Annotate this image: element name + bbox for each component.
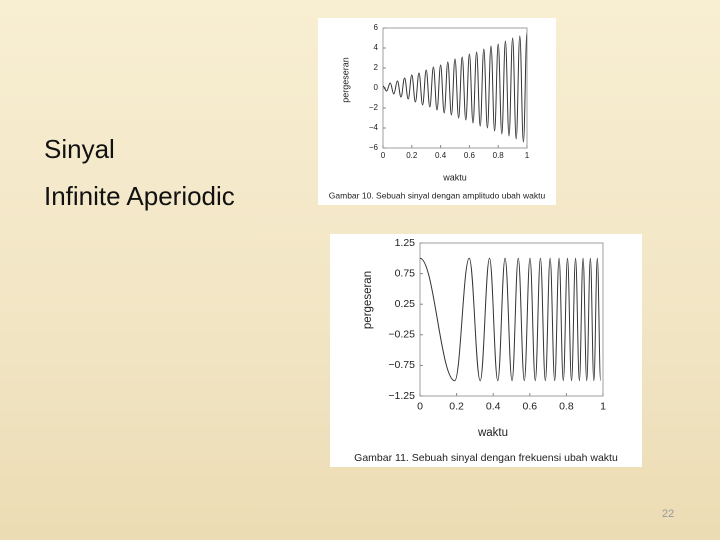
x-tick-label: 0.2 [449,400,464,412]
y-tick-label: −2 [369,103,379,112]
plot-frame [419,242,604,397]
x-tick-label: 0 [417,400,423,412]
y-tick-label: 0 [374,83,379,92]
y-tick-label: −6 [369,143,379,152]
x-tick-label: 0.4 [486,400,501,412]
y-tick-label: 2 [374,63,379,72]
x-axis-label: waktu [442,172,467,182]
y-axis-label: pergeseran [340,57,350,103]
signal-line [419,257,602,382]
x-tick-label: 0.6 [522,400,537,412]
x-tick-label: 0.2 [406,151,418,160]
figure-caption: Gambar 10. Sebuah sinyal dengan amplitud… [329,190,546,200]
page-number: 22 [662,508,675,520]
slide-title: Infinite Aperiodic [44,181,235,211]
x-axis-label: waktu [477,427,508,439]
y-tick-label: 6 [374,23,379,32]
y-tick-label: −0.75 [388,359,415,371]
y-tick-label: 0.25 [395,298,416,310]
figure-caption: Gambar 11. Sebuah sinyal dengan frekuens… [354,452,618,464]
x-tick-label: 1 [600,400,606,412]
y-tick-label: 1.25 [395,237,416,249]
x-tick-label: 0.4 [435,151,447,160]
x-tick-label: 0.8 [559,400,574,412]
figure-background [330,234,642,467]
y-tick-label: 0.75 [395,267,416,279]
y-tick-label: −4 [369,123,379,132]
y-axis-label: pergeseran [362,271,374,329]
slide-title: Sinyal [44,134,115,164]
x-tick-label: 0.6 [464,151,476,160]
y-tick-label: 4 [374,43,379,52]
signal-line [382,32,528,143]
x-tick-label: 0.8 [493,151,505,160]
x-tick-label: 0 [381,151,386,160]
figure-background [318,18,556,205]
y-tick-label: −0.25 [388,329,415,341]
x-tick-label: 1 [525,151,530,160]
y-tick-label: −1.25 [388,390,415,402]
